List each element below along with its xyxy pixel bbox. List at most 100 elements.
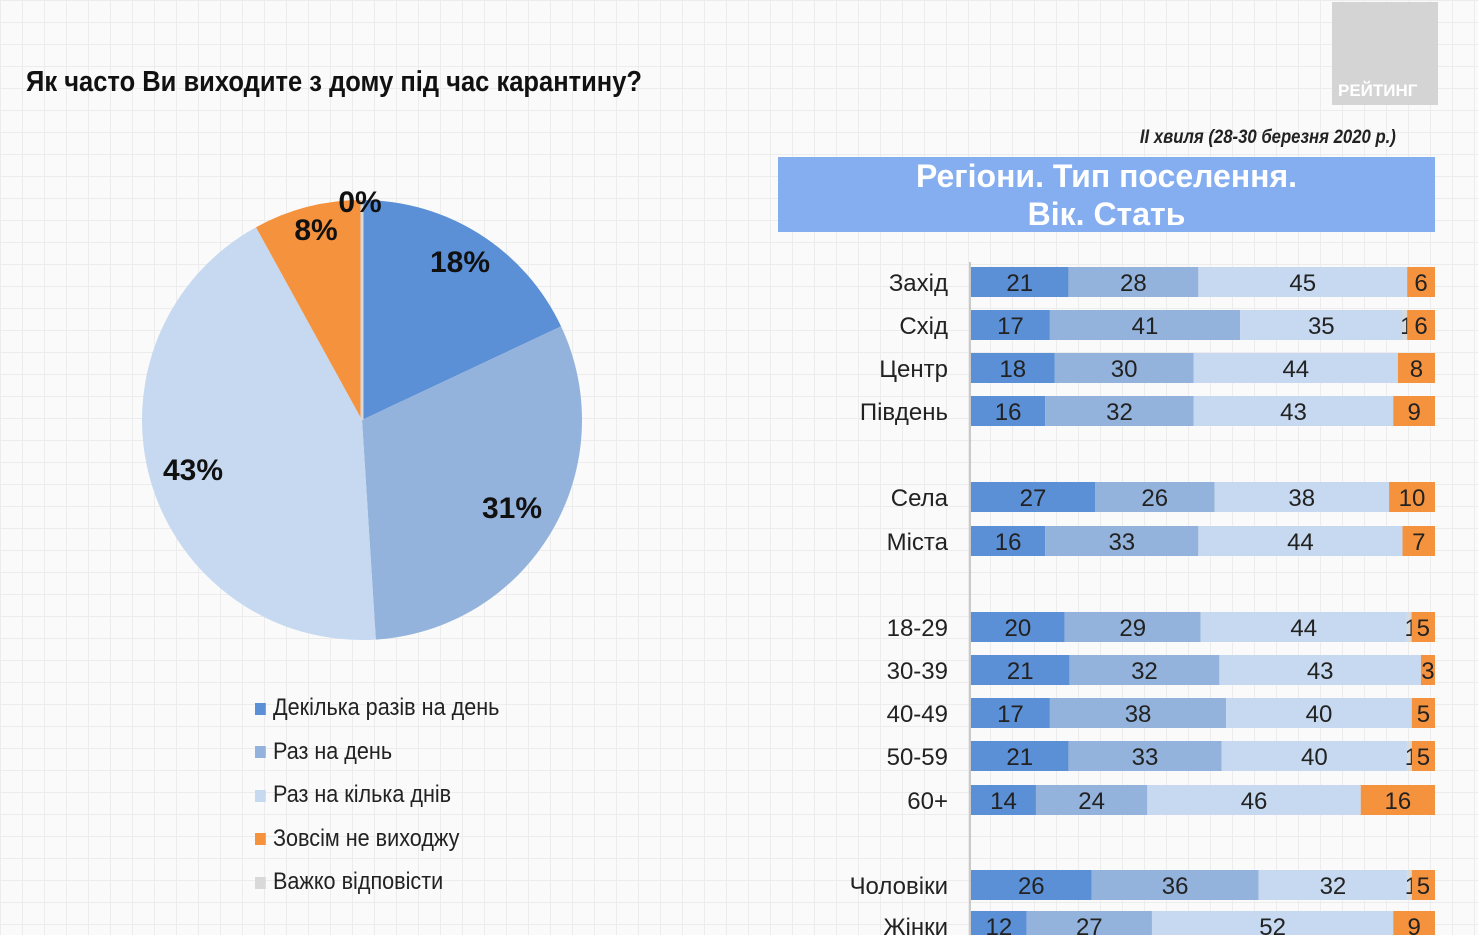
bar-segment	[1151, 911, 1394, 935]
bar-segment	[1045, 526, 1199, 556]
category-label: 60+	[907, 788, 948, 815]
category-label: Чоловіки	[850, 873, 948, 900]
bar-segment	[1198, 267, 1408, 297]
pie-slice	[362, 326, 582, 640]
legend-item: Декілька разів на день	[255, 694, 499, 722]
legend-label: Декілька разів на день	[273, 694, 500, 721]
bar-data-label: 9	[1407, 399, 1420, 426]
bar-segment	[1200, 612, 1407, 642]
pie-data-label: 31%	[482, 492, 542, 525]
category-label: 50-59	[887, 744, 948, 771]
bar-segment	[1393, 911, 1435, 935]
bar-data-label: 36	[1162, 873, 1189, 900]
legend-item: Раз на кілька днів	[255, 781, 451, 809]
logo-text: РЕЙТИНГ	[1338, 81, 1418, 100]
category-label: 18-29	[887, 615, 948, 642]
bar-data-label: 17	[997, 313, 1024, 340]
bar-data-label: 5	[1417, 744, 1430, 771]
bar-segment	[971, 698, 1050, 728]
bar-data-label: 5	[1417, 873, 1430, 900]
bar-segment	[1402, 526, 1435, 556]
bar-segment	[1049, 310, 1241, 340]
bar-segment	[1407, 741, 1412, 771]
bar-data-label: 1	[1405, 873, 1418, 900]
bar-data-label: 1	[1405, 744, 1418, 771]
bar-segment	[1214, 482, 1390, 512]
bar-data-label: 8	[1410, 356, 1423, 383]
bar-data-label: 28	[1120, 270, 1147, 297]
legend-label: Раз на день	[273, 737, 393, 765]
bar-data-label: 43	[1307, 658, 1334, 685]
category-label: 40-49	[887, 701, 948, 728]
bar-segment	[1411, 612, 1435, 642]
bar-data-label: 6	[1414, 270, 1427, 297]
bar-data-label: 32	[1106, 399, 1133, 426]
bar-segment	[971, 482, 1096, 512]
legend-label: Раз на кілька днів	[273, 781, 452, 808]
bar-segment	[1397, 353, 1435, 383]
bar-data-label: 1	[1400, 313, 1413, 340]
pie-data-label: 8%	[294, 214, 337, 247]
bar-segment	[971, 353, 1055, 383]
bar-data-label: 21	[1006, 744, 1033, 771]
category-label: Південь	[860, 399, 948, 426]
bar-data-label: 43	[1280, 399, 1307, 426]
legend-item: Раз на день	[255, 738, 392, 766]
bar-segment	[1407, 310, 1435, 340]
bar-segment	[1226, 698, 1412, 728]
header-line2: Вік. Стать	[1027, 196, 1186, 232]
category-label: Схід	[899, 313, 948, 340]
bar-data-label: 52	[1259, 914, 1286, 935]
bar-data-label: 44	[1290, 615, 1317, 642]
bar-segment	[1420, 655, 1435, 685]
pie-data-label: 0%	[338, 186, 381, 219]
bar-segment	[1069, 655, 1220, 685]
bar-segment	[1068, 267, 1199, 297]
bar-data-label: 33	[1108, 529, 1135, 556]
bar-segment	[1219, 655, 1421, 685]
bar-data-label: 30	[1111, 356, 1138, 383]
bar-segment	[1045, 396, 1194, 426]
legend-swatch	[255, 833, 266, 846]
bar-segment	[1411, 870, 1435, 900]
bar-segment	[1147, 785, 1361, 815]
bar-data-label: 5	[1417, 615, 1430, 642]
pie-data-label: 43%	[163, 454, 223, 487]
bar-data-label: 38	[1125, 701, 1152, 728]
bar-data-label: 14	[990, 788, 1017, 815]
bar-data-label: 9	[1407, 914, 1420, 935]
bar-data-label: 40	[1301, 744, 1328, 771]
bar-segment	[1411, 741, 1435, 771]
category-label: 30-39	[887, 658, 948, 685]
bar-segment	[971, 741, 1069, 771]
bar-segment	[1360, 785, 1435, 815]
bar-segment	[1035, 785, 1148, 815]
bar-segment	[1407, 267, 1435, 297]
bar-data-label: 6	[1414, 313, 1427, 340]
bar-data-label: 21	[1006, 270, 1033, 297]
legend-swatch	[255, 702, 266, 715]
bar-data-label: 44	[1282, 356, 1309, 383]
bar-segment	[971, 267, 1069, 297]
category-label: Жінки	[883, 914, 948, 935]
category-label: Центр	[879, 356, 948, 383]
bar-chart-header: Регіони. Тип поселення. Вік. Стать	[778, 157, 1435, 232]
bar-segment	[1091, 870, 1259, 900]
bar-segment	[1258, 870, 1408, 900]
bar-data-label: 44	[1287, 529, 1314, 556]
bar-data-label: 16	[995, 529, 1022, 556]
bar-segment	[1054, 353, 1194, 383]
bar-data-label: 16	[1385, 788, 1412, 815]
survey-wave: ІІ хвиля (28-30 березня 2020 р.)	[1140, 127, 1396, 148]
bar-segment	[971, 310, 1050, 340]
bar-data-label: 24	[1078, 788, 1105, 815]
bar-segment	[1068, 741, 1222, 771]
bar-data-label: 29	[1119, 615, 1146, 642]
bar-segment	[1221, 741, 1408, 771]
bar-segment	[971, 911, 1027, 935]
pie-slice	[256, 200, 362, 420]
bar-segment	[971, 655, 1070, 685]
pie-slice	[362, 200, 562, 420]
bar-segment	[1198, 526, 1403, 556]
bar-data-label: 38	[1288, 485, 1315, 512]
